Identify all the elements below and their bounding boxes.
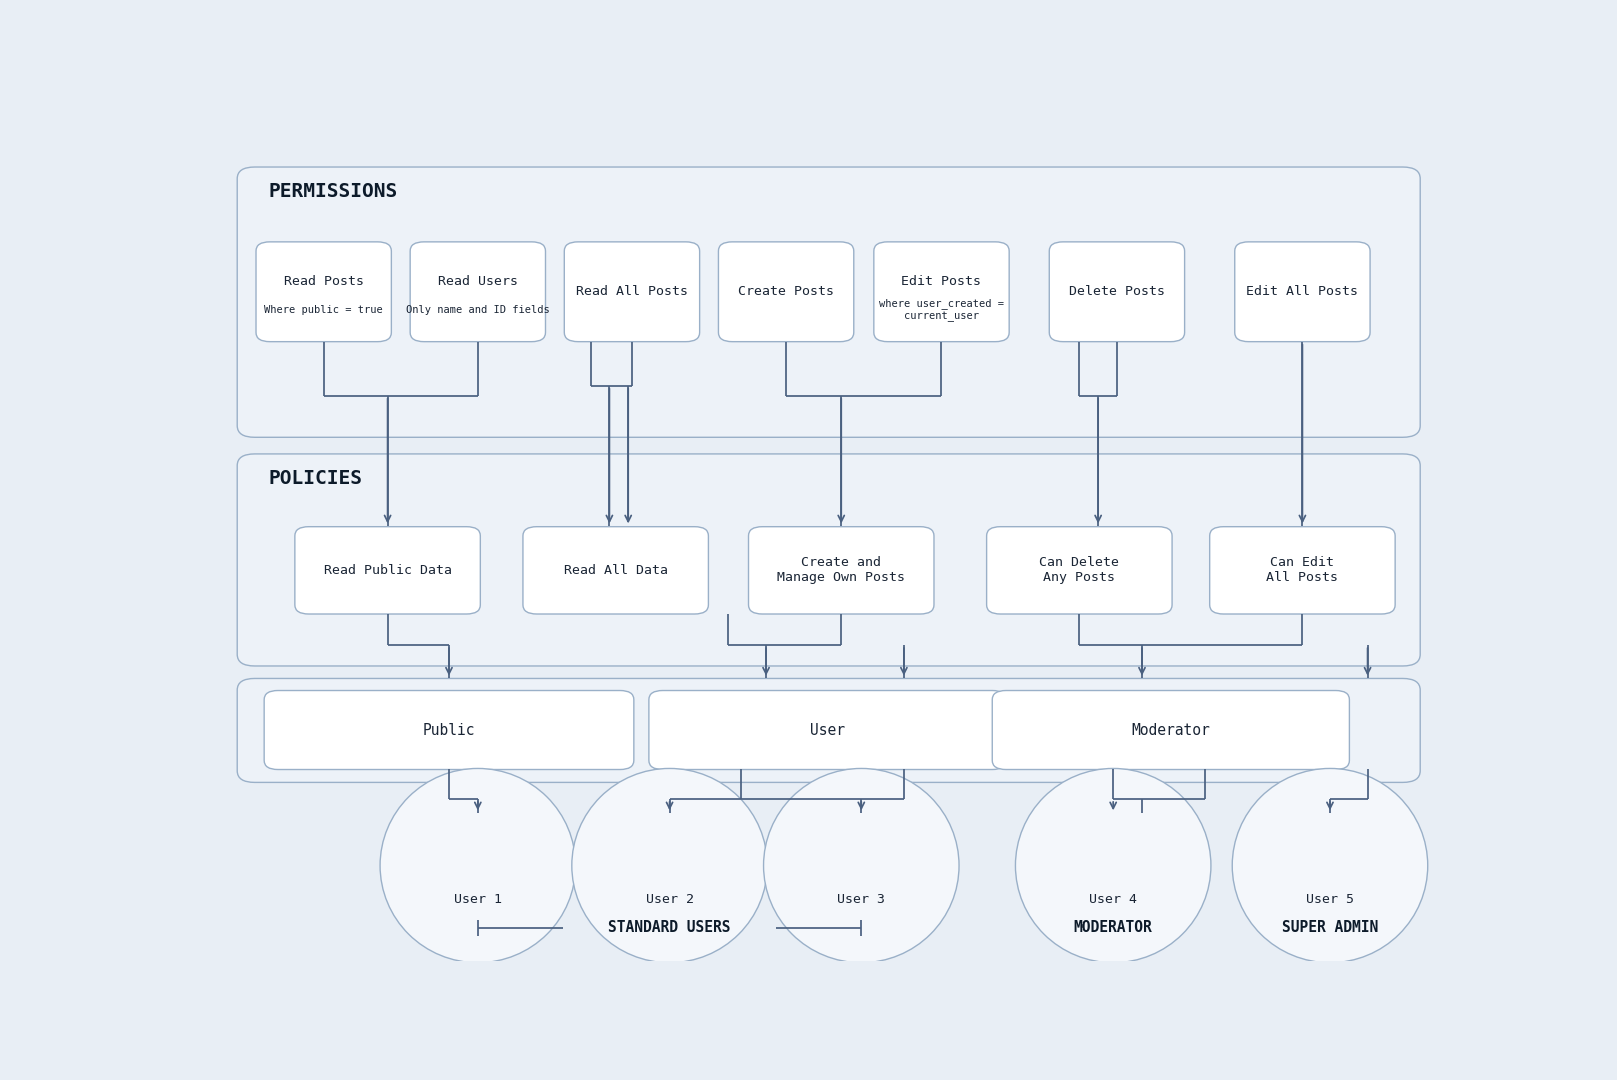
Text: Edit Posts: Edit Posts <box>902 275 982 288</box>
FancyBboxPatch shape <box>718 242 854 341</box>
Text: Where public = true: Where public = true <box>264 305 383 315</box>
FancyBboxPatch shape <box>238 678 1420 782</box>
Text: Moderator: Moderator <box>1132 723 1210 738</box>
Text: Read Users: Read Users <box>438 275 517 288</box>
Text: User: User <box>810 723 846 738</box>
Text: User 4: User 4 <box>1090 893 1137 906</box>
Ellipse shape <box>572 769 768 962</box>
Text: Can Edit
All Posts: Can Edit All Posts <box>1266 556 1339 584</box>
Text: where user_created =
current_user: where user_created = current_user <box>880 298 1004 322</box>
Text: Read All Posts: Read All Posts <box>576 285 687 298</box>
Text: PERMISSIONS: PERMISSIONS <box>268 183 398 201</box>
Text: User 1: User 1 <box>454 893 501 906</box>
FancyBboxPatch shape <box>1049 242 1185 341</box>
FancyBboxPatch shape <box>564 242 700 341</box>
Text: Public: Public <box>422 723 475 738</box>
FancyBboxPatch shape <box>749 527 935 615</box>
Text: MODERATOR: MODERATOR <box>1074 920 1153 935</box>
FancyBboxPatch shape <box>294 527 480 615</box>
FancyBboxPatch shape <box>264 690 634 770</box>
FancyBboxPatch shape <box>993 690 1350 770</box>
FancyBboxPatch shape <box>238 167 1420 437</box>
Text: ROLES: ROLES <box>268 693 327 713</box>
Text: Read Public Data: Read Public Data <box>323 564 451 577</box>
FancyBboxPatch shape <box>648 690 1006 770</box>
Text: Only name and ID fields: Only name and ID fields <box>406 305 550 315</box>
Text: Read Posts: Read Posts <box>283 275 364 288</box>
Ellipse shape <box>380 769 576 962</box>
FancyBboxPatch shape <box>1235 242 1370 341</box>
FancyBboxPatch shape <box>1210 527 1395 615</box>
Text: Create Posts: Create Posts <box>737 285 834 298</box>
Ellipse shape <box>763 769 959 962</box>
Text: Delete Posts: Delete Posts <box>1069 285 1164 298</box>
FancyBboxPatch shape <box>411 242 545 341</box>
Text: Can Delete
Any Posts: Can Delete Any Posts <box>1040 556 1119 584</box>
Text: User 2: User 2 <box>645 893 694 906</box>
Text: SUPER ADMIN: SUPER ADMIN <box>1282 920 1378 935</box>
Text: POLICIES: POLICIES <box>268 469 362 488</box>
FancyBboxPatch shape <box>986 527 1172 615</box>
Text: Edit All Posts: Edit All Posts <box>1247 285 1358 298</box>
FancyBboxPatch shape <box>522 527 708 615</box>
FancyBboxPatch shape <box>238 454 1420 666</box>
FancyBboxPatch shape <box>255 242 391 341</box>
Text: STANDARD USERS: STANDARD USERS <box>608 920 731 935</box>
FancyBboxPatch shape <box>873 242 1009 341</box>
Text: User 5: User 5 <box>1307 893 1353 906</box>
Ellipse shape <box>1232 769 1428 962</box>
Text: Create and
Manage Own Posts: Create and Manage Own Posts <box>778 556 906 584</box>
Text: User 3: User 3 <box>838 893 884 906</box>
Text: Read All Data: Read All Data <box>564 564 668 577</box>
Ellipse shape <box>1015 769 1211 962</box>
